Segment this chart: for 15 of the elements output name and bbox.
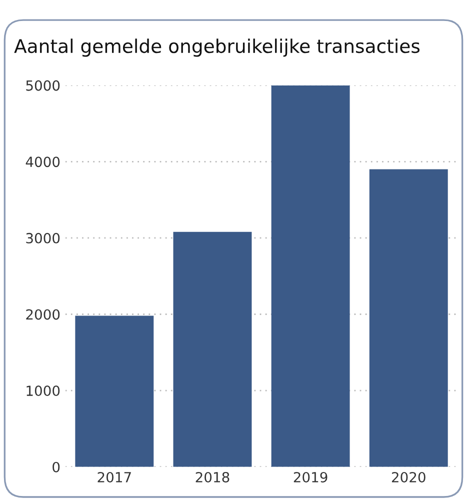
bar [173,232,252,467]
y-tick-label: 1000 [26,386,60,396]
y-tick-label: 3000 [26,232,60,244]
x-tick-label: 2020 [392,472,426,482]
y-tick-label: 0 [52,462,60,472]
x-tick-label: 2018 [196,472,230,482]
bar [369,169,448,467]
x-tick-label: 2017 [98,472,131,482]
chart-title: Aantal gemelde ongebruikelijke transacties [14,38,420,57]
bar [271,85,350,467]
y-tick-label: 5000 [26,80,60,91]
y-tick-label: 4000 [26,156,60,168]
bar [75,316,154,467]
y-tick-label: 2000 [26,309,60,320]
x-tick-label: 2019 [294,472,328,482]
